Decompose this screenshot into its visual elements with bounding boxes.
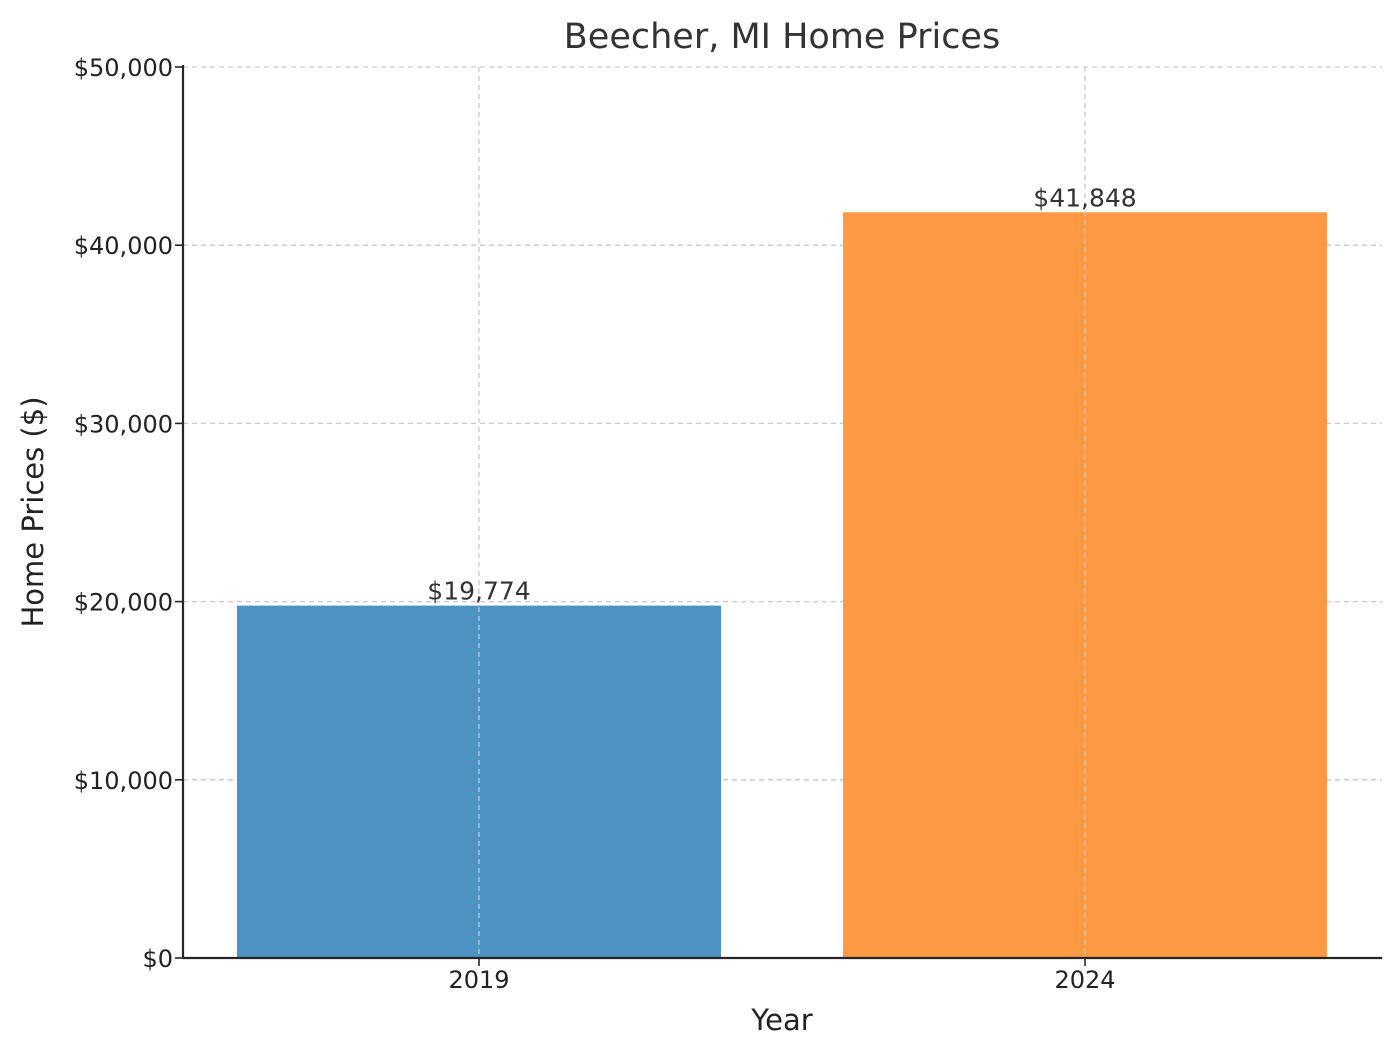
y-tick-label: $0: [142, 945, 173, 973]
bar-value-label: $19,774: [427, 577, 530, 606]
x-tick-label: 2024: [1054, 966, 1115, 994]
y-tick-label: $10,000: [74, 767, 173, 795]
bar-2024: [843, 212, 1327, 958]
bar-value-label: $41,848: [1033, 183, 1136, 212]
axis-layer: [175, 65, 1382, 966]
y-tick-label: $30,000: [74, 410, 173, 438]
bar-layer: [237, 212, 1327, 958]
chart-title: Beecher, MI Home Prices: [564, 17, 1000, 57]
y-tick-label: $20,000: [74, 589, 173, 617]
x-axis-title: Year: [750, 1003, 812, 1037]
vertical-grid-layer: [478, 67, 1086, 958]
y-tick-label: $40,000: [74, 232, 173, 260]
x-tick-label: 2019: [448, 966, 509, 994]
label-layer: $0 $10,000 $20,000 $30,000 $40,000 $50,000 $19…: [74, 54, 1137, 994]
y-axis-title: Home Prices ($): [16, 396, 50, 627]
y-tick-label: $50,000: [74, 54, 173, 82]
